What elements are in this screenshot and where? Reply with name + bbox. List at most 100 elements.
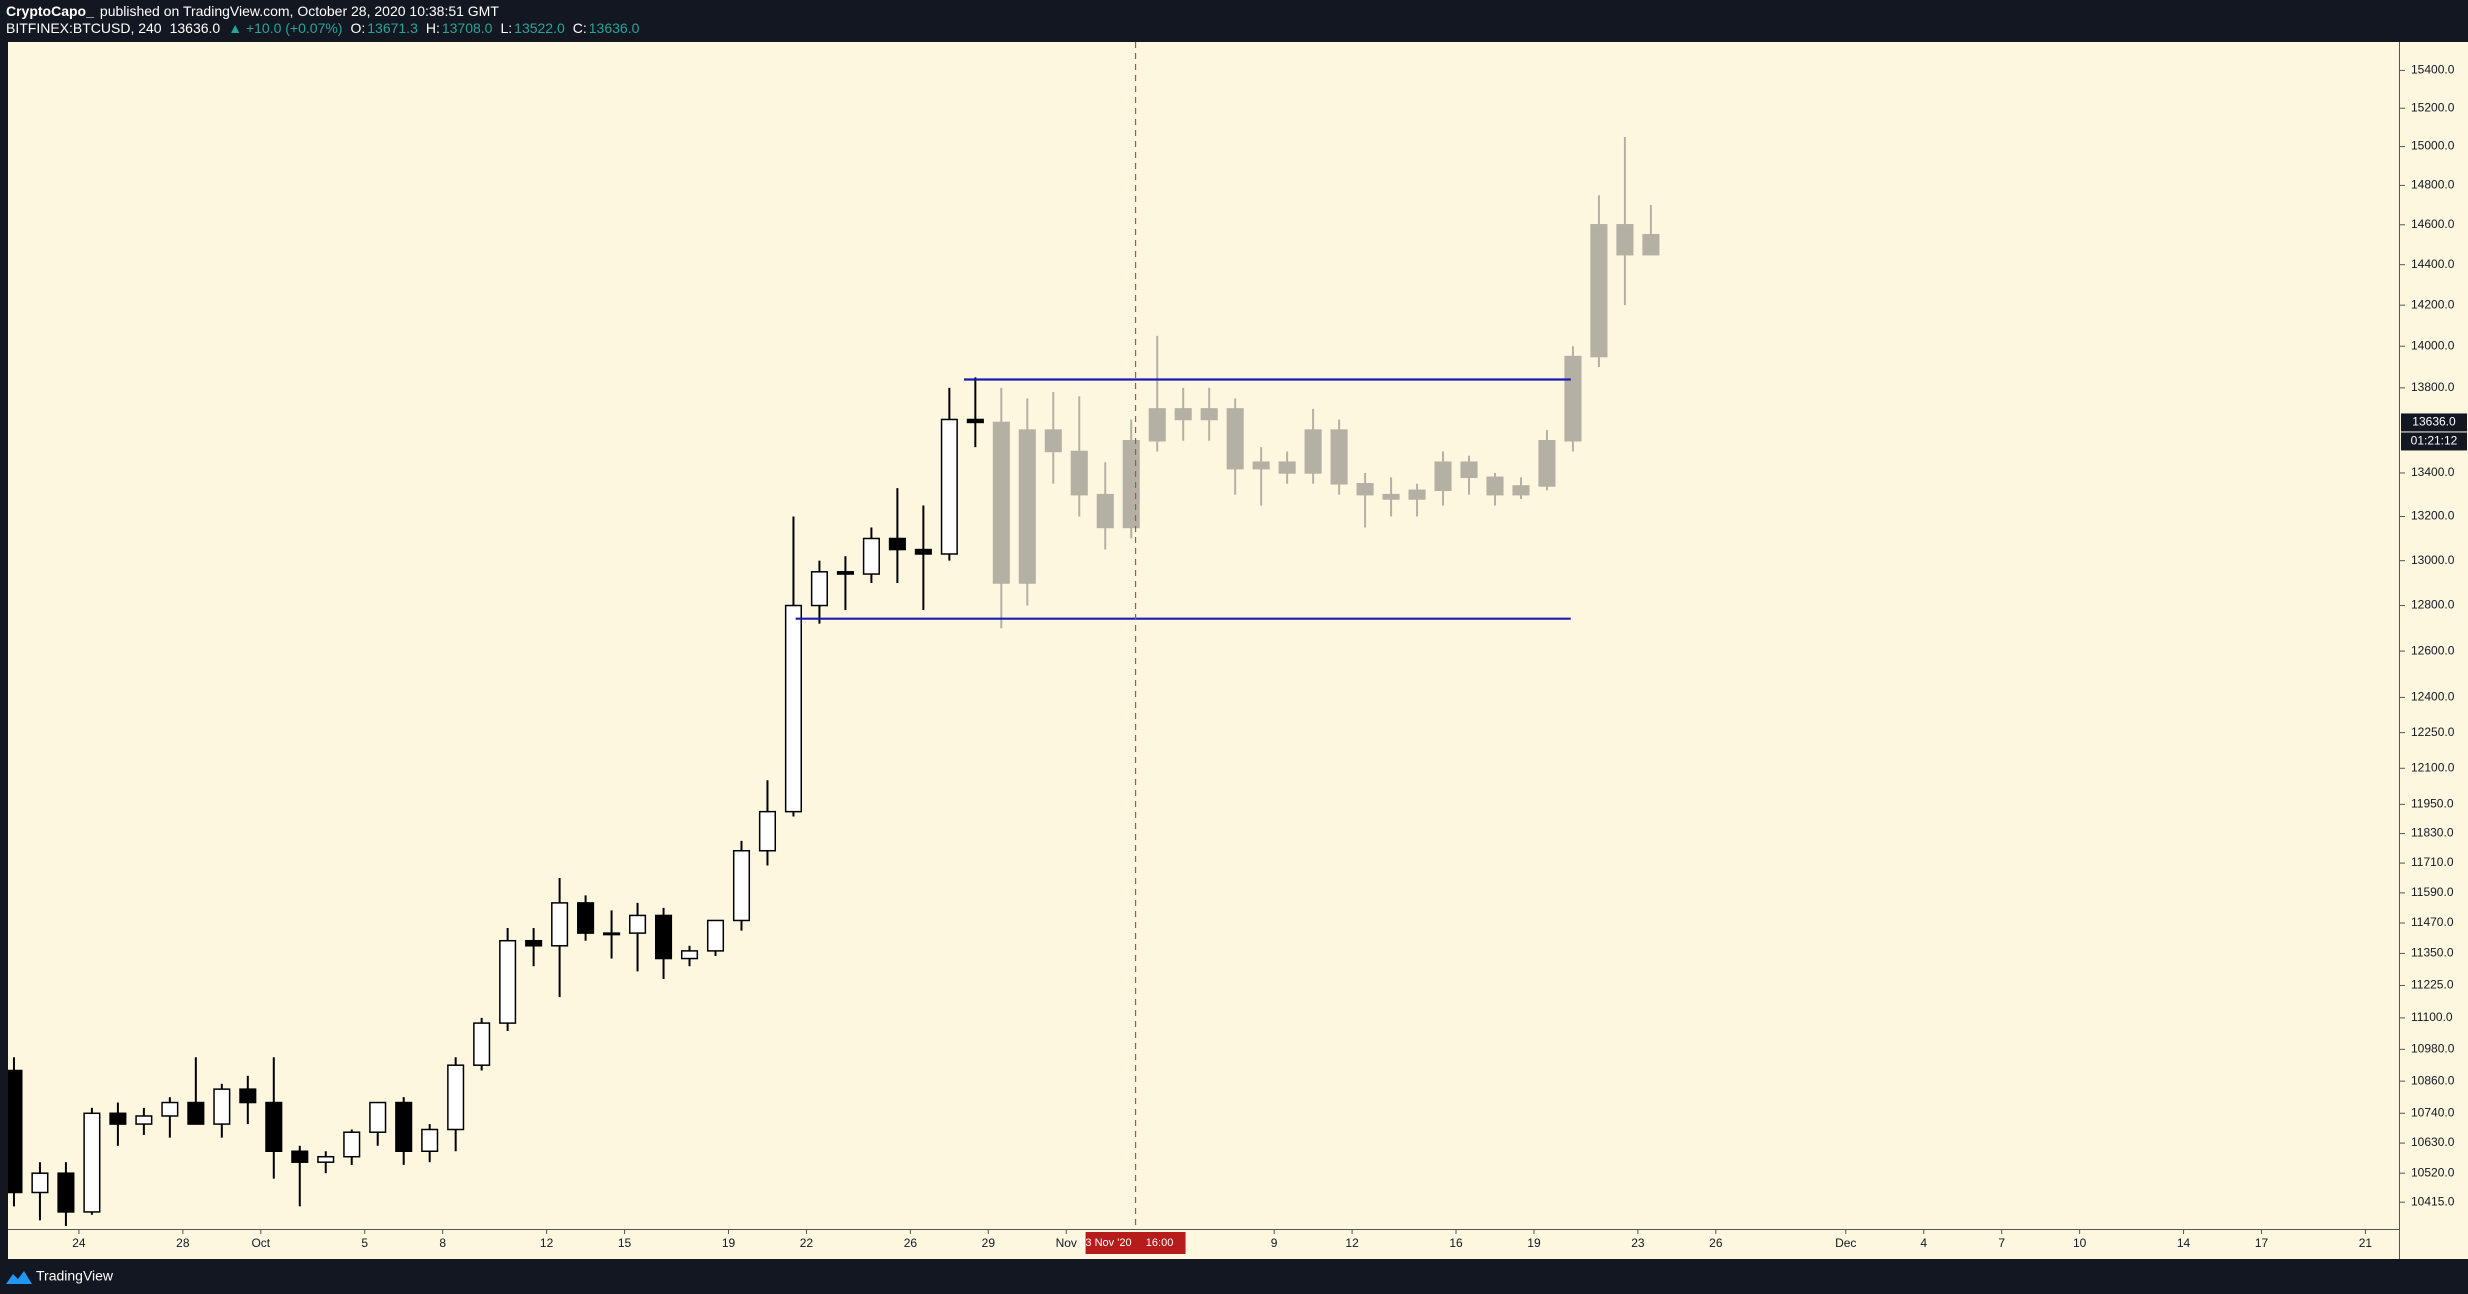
candle-body [940, 418, 958, 555]
candle-body [1408, 489, 1426, 500]
candle-body [1356, 483, 1374, 496]
header-l_label: L: [500, 20, 512, 36]
crosshair-time: 16:00 [1146, 1237, 1174, 1249]
candle-body [551, 902, 569, 947]
candle-body [265, 1101, 283, 1153]
candle-body [109, 1112, 127, 1125]
candle-body [31, 1172, 49, 1194]
candle-body [473, 1022, 491, 1066]
left-border [0, 42, 8, 1259]
candle-body [1070, 450, 1088, 496]
x-tick-label: Nov [1056, 1236, 1077, 1250]
y-tick-label: 10415.0 [2411, 1194, 2455, 1208]
candle-body [888, 537, 906, 551]
candle-body [369, 1101, 387, 1133]
y-tick-label: 12100.0 [2411, 760, 2455, 774]
y-tick-label: 10630.0 [2411, 1135, 2455, 1149]
candle-body [8, 1069, 23, 1194]
x-tick-label: 4 [1920, 1236, 1927, 1250]
candle-body [1382, 493, 1400, 500]
candle-body [1564, 355, 1582, 442]
candle-body [836, 571, 854, 575]
x-tick-label: 23 [1631, 1236, 1645, 1250]
candle-body [810, 571, 828, 607]
candle-body [654, 914, 673, 960]
candle-body [914, 548, 932, 555]
candle-body [317, 1155, 335, 1163]
y-tick-label: 10980.0 [2411, 1042, 2455, 1056]
candle-body [1642, 233, 1660, 256]
plot-area [8, 136, 1660, 1226]
candle-body [992, 421, 1010, 584]
candle-body [1304, 429, 1322, 474]
y-tick-label: 10740.0 [2411, 1105, 2455, 1119]
x-tick-label: 28 [176, 1236, 190, 1250]
header-author: CryptoCapo_ [6, 3, 94, 19]
candle-body [758, 810, 777, 852]
candle-body [784, 604, 802, 813]
x-tick-label: 22 [800, 1236, 814, 1250]
y-tick-label: 13800.0 [2411, 380, 2455, 394]
header-o_label: O: [350, 20, 365, 36]
last-price-label: 13636.0 [2412, 415, 2456, 429]
countdown: 01:21:12 [2411, 434, 2458, 448]
x-tick-label: 24 [72, 1236, 86, 1250]
candle-body [525, 939, 543, 947]
header-c_label: C: [573, 20, 587, 36]
candle-body [732, 849, 751, 922]
header-line: BITFINEX:BTCUSD, 240 13636.0 ▲ +10.0 (+0.0… [6, 20, 640, 36]
y-tick-label: 12400.0 [2411, 690, 2455, 704]
candle-body [1590, 224, 1608, 358]
header-open: 13671.3 [367, 20, 418, 36]
candle-body [1330, 429, 1348, 485]
y-tick-label: 13000.0 [2411, 553, 2455, 567]
header-symbol: BITFINEX:BTCUSD, 240 [6, 20, 162, 36]
y-tick-label: 14800.0 [2411, 178, 2455, 192]
brand[interactable]: TradingView [36, 1268, 114, 1284]
y-tick-label: 15200.0 [2411, 100, 2455, 114]
x-tick-label: 14 [2177, 1236, 2191, 1250]
candle-body [1148, 408, 1166, 442]
candle-body [499, 939, 517, 1024]
y-tick-label: 14200.0 [2411, 297, 2455, 311]
y-tick-label: 11350.0 [2411, 946, 2454, 960]
x-tick-label: 12 [1345, 1236, 1359, 1250]
candle-body [1434, 461, 1452, 492]
chart-background [0, 42, 2468, 1259]
candle-body [1044, 429, 1062, 453]
candle-body [680, 950, 699, 960]
candle-body [187, 1101, 205, 1125]
header-bar [0, 0, 2468, 42]
y-tick-label: 14400.0 [2411, 257, 2455, 271]
candle-body [1122, 440, 1140, 529]
candle-body [135, 1115, 153, 1125]
y-tick-label: 10860.0 [2411, 1073, 2455, 1087]
header-last: 13636.0 [170, 20, 221, 36]
y-tick-label: 11100.0 [2411, 1010, 2453, 1024]
candle-body [83, 1112, 101, 1213]
y-tick-label: 11830.0 [2411, 826, 2454, 840]
y-tick-label: 14000.0 [2411, 338, 2455, 352]
x-tick-label: 17 [2255, 1236, 2269, 1250]
candle-body [1278, 461, 1296, 474]
candle-body [1174, 408, 1192, 421]
candle-body [966, 418, 984, 424]
candle-body [161, 1101, 179, 1117]
header-published: published on TradingView.com, October 28… [100, 3, 499, 19]
header-line: CryptoCapo_ published on TradingView.com,… [6, 3, 499, 19]
y-tick-label: 11470.0 [2411, 915, 2454, 929]
candle-body [629, 914, 647, 934]
brand-logo [6, 1271, 32, 1284]
y-tick-label: 11590.0 [2411, 885, 2454, 899]
candle-body [213, 1088, 231, 1125]
candle-body [1096, 493, 1114, 529]
candle-body [706, 919, 725, 952]
header-change: ▲ +10.0 (+0.07%) [228, 20, 342, 36]
x-tick-label: 7 [1998, 1236, 2005, 1250]
footer-bar [0, 1259, 2468, 1294]
y-tick-label: 14600.0 [2411, 217, 2455, 231]
x-tick-label: 19 [722, 1236, 736, 1250]
candle-body [862, 537, 880, 575]
candle-body [1512, 485, 1530, 496]
